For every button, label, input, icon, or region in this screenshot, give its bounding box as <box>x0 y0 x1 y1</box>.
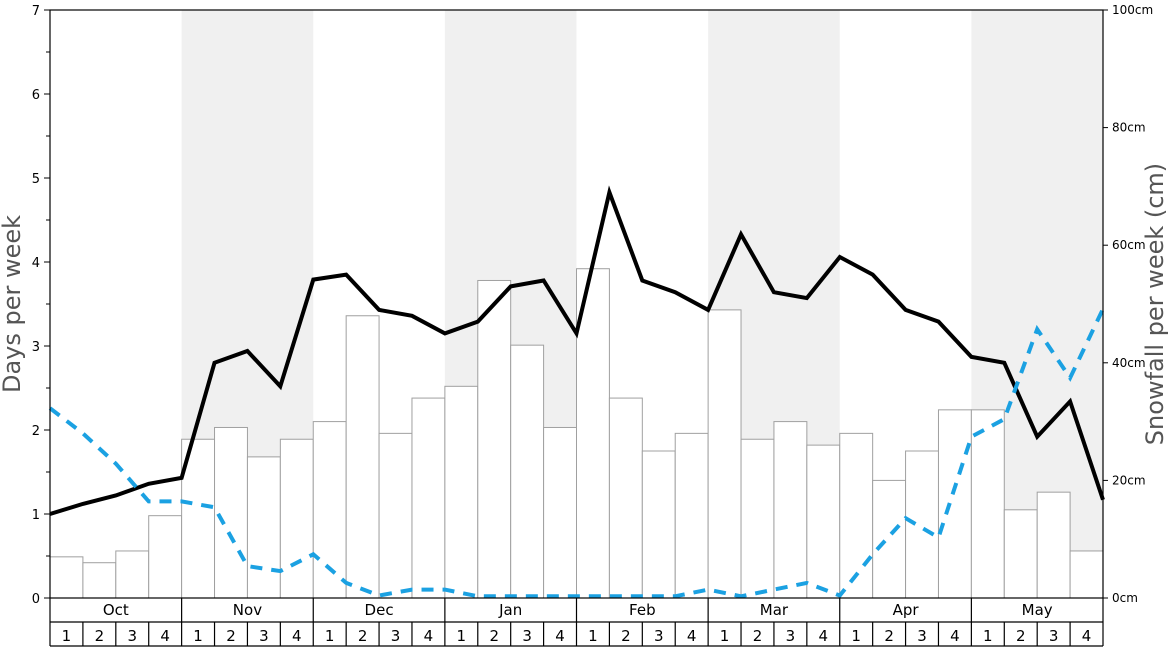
right-tick-label: 0cm <box>1112 591 1138 605</box>
snowfall-bar <box>576 268 610 599</box>
week-label: 4 <box>160 627 170 645</box>
snowfall-bar <box>740 438 775 599</box>
right-tick-label: 40cm <box>1112 356 1146 370</box>
left-tick-label: 3 <box>32 340 40 355</box>
line-dashed-series <box>48 308 1105 599</box>
line-days-series <box>49 185 1105 516</box>
snowfall-bar <box>82 562 117 599</box>
series-lines <box>48 185 1105 599</box>
left-tick-label: 4 <box>32 256 40 271</box>
snowfall-bar <box>378 432 413 599</box>
snowfall-bar <box>411 397 446 599</box>
week-label: 4 <box>819 627 829 645</box>
week-label: 1 <box>851 627 861 645</box>
week-label: 3 <box>786 627 796 645</box>
month-label-dec: Dec <box>365 601 394 619</box>
week-label: 4 <box>950 627 960 645</box>
right-tick-label: 20cm <box>1112 473 1146 487</box>
month-label-may: May <box>1022 601 1053 619</box>
week-label: 4 <box>424 627 434 645</box>
right-tick-label: 80cm <box>1112 121 1146 135</box>
snowfall-bar <box>806 444 841 599</box>
snowfall-bar <box>872 479 907 599</box>
snowfall-bar <box>543 426 577 599</box>
week-label: 3 <box>259 627 269 645</box>
snowfall-bar <box>1069 550 1104 599</box>
left-tick-label: 0 <box>32 592 40 607</box>
week-label: 1 <box>983 627 993 645</box>
week-label: 1 <box>193 627 203 645</box>
month-label-feb: Feb <box>629 601 656 619</box>
week-label: 2 <box>95 627 105 645</box>
snowfall-bar <box>279 438 314 599</box>
month-label-mar: Mar <box>760 601 789 619</box>
axes: 0 1 2 3 4 5 6 7 0cm 20cm 40cm 60cm 80cm 100cm Oct 1 2 3 4 N… <box>32 3 1153 647</box>
snowfall-bar <box>1036 491 1071 599</box>
snowfall-bar <box>510 344 545 599</box>
week-label: 2 <box>358 627 368 645</box>
week-label: 2 <box>884 627 894 645</box>
week-label: 3 <box>917 627 927 645</box>
week-label: 4 <box>292 627 302 645</box>
week-label: 1 <box>62 627 72 645</box>
month-label-oct: Oct <box>103 601 129 619</box>
snowfall-bar <box>345 315 380 599</box>
snowfall-bar <box>214 426 248 599</box>
snowfall-bar <box>115 550 150 599</box>
snowfall-bar <box>937 409 972 599</box>
snowfall-bar <box>477 279 512 599</box>
snowfall-bars <box>49 268 1104 599</box>
week-label: 2 <box>621 627 631 645</box>
left-tick-label: 6 <box>32 88 40 103</box>
snowfall-bar <box>246 456 281 599</box>
left-tick-label: 7 <box>32 4 40 19</box>
month-label-apr: Apr <box>893 601 920 619</box>
week-label: 2 <box>489 627 499 645</box>
right-tick-label: 60cm <box>1112 238 1146 252</box>
snowfall-bar <box>905 450 939 599</box>
week-label: 3 <box>522 627 532 645</box>
y-axis-label: Days per week <box>0 215 26 393</box>
left-tick-label: 2 <box>32 424 40 439</box>
week-label: 1 <box>325 627 335 645</box>
left-tick-label: 5 <box>32 172 40 187</box>
snowfall-bar <box>773 421 808 599</box>
snowfall-bar <box>707 309 742 599</box>
snowfall-bar <box>641 450 676 599</box>
week-label: 3 <box>654 627 664 645</box>
snowfall-bar <box>674 432 709 599</box>
month-label-jan: Jan <box>498 601 522 619</box>
week-label: 1 <box>588 627 598 645</box>
right-tick-label: 100cm <box>1112 3 1153 17</box>
snowfall-bar <box>312 421 347 599</box>
month-label-nov: Nov <box>233 601 262 619</box>
snowfall-bar <box>608 397 643 599</box>
left-tick-label: 1 <box>32 508 40 523</box>
week-label: 3 <box>1049 627 1059 645</box>
y2-axis-label: Snowfall per week (cm) <box>1141 163 1168 445</box>
week-label: 2 <box>1016 627 1026 645</box>
week-label: 2 <box>753 627 763 645</box>
week-label: 4 <box>687 627 697 645</box>
week-label: 2 <box>226 627 236 645</box>
week-label: 4 <box>1082 627 1092 645</box>
snowfall-bar <box>49 556 84 599</box>
week-label: 1 <box>457 627 467 645</box>
snowfall-bar <box>148 515 183 599</box>
snowfall-bar <box>1003 509 1038 599</box>
snowfall-bar <box>970 409 1005 599</box>
week-label: 3 <box>391 627 401 645</box>
snowfall-bar <box>444 385 479 599</box>
week-label: 3 <box>127 627 137 645</box>
week-label: 4 <box>555 627 565 645</box>
week-label: 1 <box>720 627 730 645</box>
